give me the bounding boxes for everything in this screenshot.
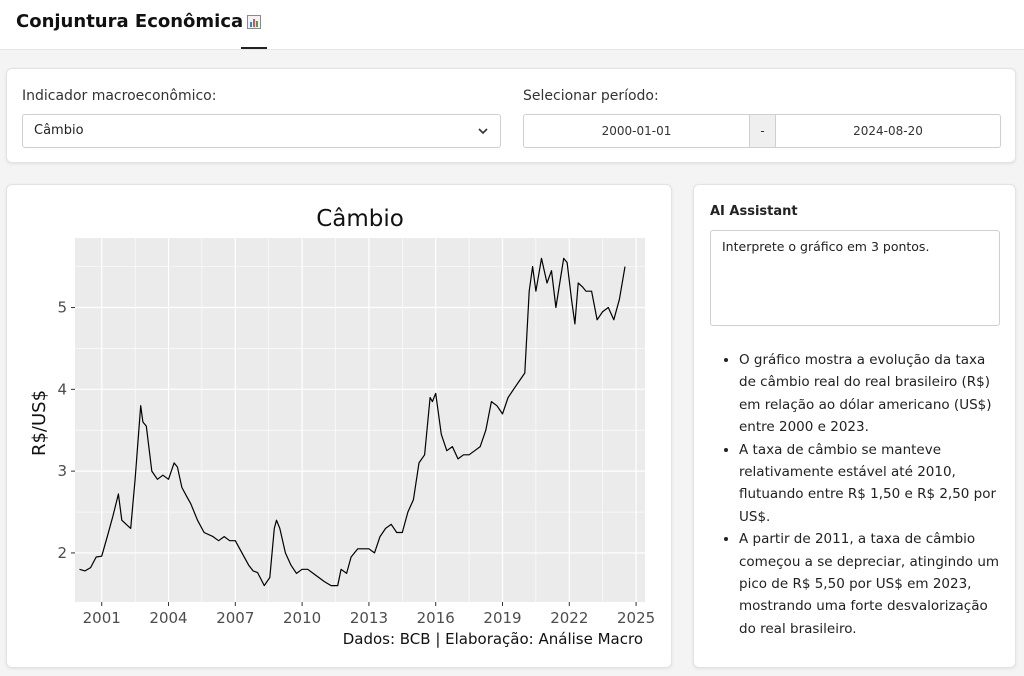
- axis-ticks: 2001 2004 2007 2010 2013 2016 2019 2022 2025 2 3 4 5: [57, 299, 655, 627]
- chart-title: Câmbio: [316, 206, 404, 232]
- ai-assistant-panel: AI Assistant Interprete o gráfico em 3 p…: [693, 184, 1016, 668]
- app-title: Conjuntura Econômica: [16, 11, 244, 32]
- exchange-rate-chart: Câmbio 2001 2004 2007 2010 2013 2016 2019 2022 2…: [29, 206, 655, 648]
- indicator-select[interactable]: Câmbio: [22, 114, 501, 148]
- tab-chart[interactable]: [241, 0, 267, 49]
- ai-assistant-title: AI Assistant: [710, 204, 798, 219]
- x-tick-label: 2001: [83, 609, 121, 627]
- y-tick-label: 4: [57, 380, 67, 398]
- answer-list: O gráfico mostra a evolução da taxa de c…: [722, 349, 1004, 640]
- chevron-down-icon: [478, 128, 488, 135]
- x-tick-label: 2010: [283, 609, 321, 627]
- y-tick-label: 3: [57, 462, 67, 480]
- bar-chart-icon: [247, 15, 261, 29]
- x-tick-label: 2016: [417, 609, 455, 627]
- x-tick-label: 2004: [149, 609, 187, 627]
- plot-panel: [75, 238, 645, 602]
- prompt-input[interactable]: Interprete o gráfico em 3 pontos.: [710, 230, 1000, 326]
- x-tick-label: 2019: [483, 609, 521, 627]
- date-range-input: 2000-01-01 - 2024-08-20: [523, 114, 1001, 148]
- y-tick-label: 2: [57, 544, 67, 562]
- period-label: Selecionar período:: [523, 88, 659, 104]
- chart-panel: Câmbio 2001 2004 2007 2010 2013 2016 2019 2022 2…: [6, 184, 672, 668]
- y-axis-label: R$/US$: [29, 390, 50, 456]
- date-start-input[interactable]: 2000-01-01: [601, 124, 672, 138]
- chart-caption: Dados: BCB | Elaboração: Análise Macro: [343, 630, 643, 648]
- indicator-select-value: Câmbio: [34, 123, 84, 138]
- gridlines: [68, 238, 645, 602]
- navbar: Conjuntura Econômica: [0, 0, 1024, 50]
- x-tick-label: 2025: [617, 609, 655, 627]
- x-tick-label: 2022: [550, 609, 588, 627]
- x-tick-label: 2007: [216, 609, 254, 627]
- x-tick-label: 2013: [350, 609, 388, 627]
- answer-item: A partir de 2011, a taxa de câmbio começ…: [739, 528, 1004, 640]
- y-tick-label: 5: [57, 299, 67, 317]
- indicator-label: Indicador macroeconômico:: [22, 88, 217, 104]
- answer-item: A taxa de câmbio se manteve relativament…: [739, 439, 1004, 529]
- date-end-input[interactable]: 2024-08-20: [853, 124, 923, 138]
- date-range-separator: -: [749, 115, 776, 147]
- answer-item: O gráfico mostra a evolução da taxa de c…: [739, 349, 1004, 439]
- exchange-rate-line: [79, 257, 626, 587]
- controls-panel: Indicador macroeconômico: Câmbio Selecio…: [6, 68, 1016, 163]
